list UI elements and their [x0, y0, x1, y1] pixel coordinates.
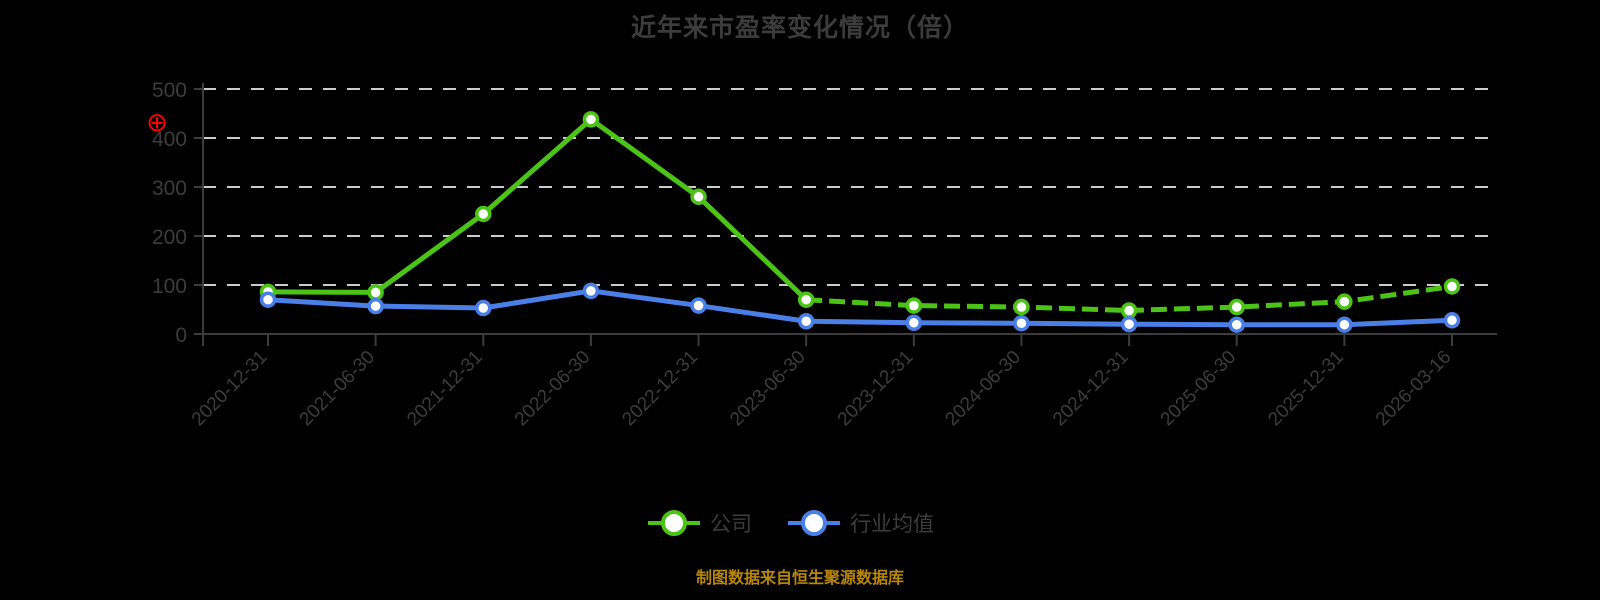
data-point-marker[interactable] — [367, 284, 384, 301]
chart-footnote: 制图数据来自恒生聚源数据库 — [695, 570, 904, 587]
data-point-marker[interactable] — [690, 188, 707, 206]
data-point-marker[interactable] — [1228, 316, 1245, 333]
chart-legend[interactable]: 公司 行业均值 — [648, 510, 934, 536]
legend-marker-1 — [801, 510, 827, 536]
y-tick-label: 200 — [152, 226, 187, 249]
data-point-marker[interactable] — [582, 282, 600, 300]
data-point-marker[interactable] — [475, 205, 492, 223]
y-tick-label: 300 — [152, 177, 187, 200]
y-axis — [194, 83, 204, 346]
y-tick-label: 400 — [152, 128, 187, 151]
data-point-marker[interactable] — [1336, 316, 1353, 333]
x-tick-label: 2024-12-31 — [1049, 347, 1133, 431]
grid-lines — [203, 88, 1497, 286]
x-tick-label: 2025-06-30 — [1157, 347, 1241, 431]
data-point-marker[interactable] — [1013, 298, 1030, 316]
x-axis — [203, 333, 1497, 346]
data-point-marker[interactable] — [1336, 293, 1353, 310]
series-line-1 — [265, 288, 1455, 328]
data-point-marker[interactable] — [582, 111, 600, 128]
data-point-marker[interactable] — [1013, 314, 1030, 332]
data-point-marker[interactable] — [1443, 278, 1461, 295]
data-point-marker[interactable] — [1120, 315, 1138, 333]
data-point-marker[interactable] — [1228, 298, 1245, 316]
data-point-marker[interactable] — [1443, 312, 1461, 329]
data-point-marker[interactable] — [905, 314, 923, 331]
legend-label-1[interactable]: 行业均值 — [850, 513, 934, 536]
x-tick-label: 2021-12-31 — [403, 347, 487, 431]
y-tick-label: 500 — [152, 79, 187, 102]
y-tick-label: 100 — [152, 275, 187, 298]
y-tick-label: 0 — [175, 324, 187, 347]
x-tick-label: 2020-12-31 — [188, 347, 272, 431]
x-tick-label: 2026-03-16 — [1372, 347, 1456, 431]
chart-title: 近年来市盈率变化情况（倍） — [630, 14, 969, 42]
x-tick-label: 2025-12-31 — [1264, 347, 1348, 431]
x-tick-labels: 2020-12-31 2021-06-30 2021-12-31 2022-06-30… — [188, 347, 1456, 431]
legend-marker-0 — [661, 510, 687, 536]
data-point-marker[interactable] — [367, 297, 384, 315]
data-point-marker[interactable] — [259, 291, 277, 308]
x-tick-label: 2021-06-30 — [296, 347, 380, 431]
data-point-marker[interactable] — [475, 299, 492, 317]
data-point-marker[interactable] — [797, 291, 815, 308]
data-point-marker[interactable] — [905, 297, 923, 314]
series-lines — [265, 116, 1455, 328]
x-tick-label: 2023-06-30 — [726, 347, 810, 431]
data-point-marker[interactable] — [1120, 302, 1138, 319]
y-tick-labels: 0 100 200 300 400 500 — [152, 79, 187, 347]
legend-label-0[interactable]: 公司 — [710, 513, 752, 536]
series-markers — [259, 111, 1461, 333]
x-tick-label: 2022-12-31 — [618, 347, 702, 431]
x-tick-label: 2023-12-31 — [834, 347, 918, 431]
x-tick-label: 2022-06-30 — [511, 347, 595, 431]
data-point-marker[interactable] — [797, 313, 815, 330]
data-point-marker[interactable] — [690, 297, 707, 314]
x-tick-label: 2024-06-30 — [941, 347, 1025, 431]
series-line-solid-0 — [265, 116, 809, 303]
